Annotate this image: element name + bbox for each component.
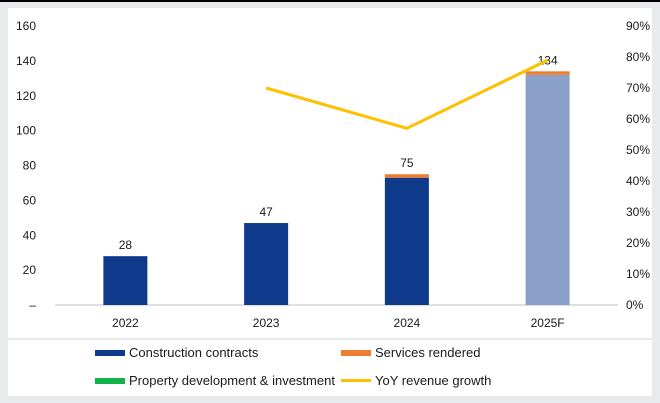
legend-swatch-yoy [341, 379, 371, 382]
y-left-tick-label: – [29, 298, 36, 312]
y-right-tick-label: 20% [626, 236, 650, 250]
y-left-tick-label: 40 [23, 228, 37, 242]
y-left-tick-label: 160 [16, 19, 36, 33]
bar-segment-services [525, 71, 570, 75]
legend-item-yoy: YoY revenue growth [341, 373, 491, 388]
y-right-tick-label: 90% [626, 19, 650, 33]
y-right-tick-label: 60% [626, 112, 650, 126]
legend-item-construction: Construction contracts [95, 345, 258, 360]
legend-background [8, 340, 652, 396]
bar-segment-construction [244, 223, 289, 305]
legend-label-services: Services rendered [375, 345, 481, 360]
y-right-tick-label: 70% [626, 81, 650, 95]
legend-label-yoy: YoY revenue growth [375, 373, 492, 388]
y-right-tick-label: 0% [626, 298, 644, 312]
x-tick-label: 2022 [112, 316, 139, 330]
legend-swatch-construction [95, 349, 125, 356]
y-left-tick-label: 140 [16, 54, 36, 68]
legend-label-construction: Construction contracts [129, 345, 259, 360]
x-tick-label: 2024 [394, 316, 421, 330]
y-right-tick-label: 30% [626, 205, 650, 219]
y-right-tick-label: 10% [626, 267, 650, 281]
legend-label-property: Property development & investment [129, 373, 335, 388]
x-tick-label: 2025F [531, 316, 565, 330]
legend-item-services: Services rendered [341, 345, 481, 360]
bar-segment-construction [525, 74, 570, 305]
y-left-tick-label: 20 [23, 263, 37, 277]
bar-data-label: 47 [259, 205, 273, 219]
yoy-growth-line [265, 58, 549, 130]
bar-segment-construction [384, 177, 429, 305]
legend-swatch-services [341, 349, 371, 356]
y-left-tick-label: 80 [23, 159, 37, 173]
y-right-tick-label: 40% [626, 174, 650, 188]
y-left-tick-label: 120 [16, 89, 36, 103]
bar-segment-services [384, 174, 429, 178]
y-right-tick-label: 50% [626, 143, 650, 157]
bar-segment-construction [103, 256, 148, 305]
legend-swatch-property [95, 377, 125, 384]
bar-data-label: 28 [119, 238, 133, 252]
bar-data-label: 75 [400, 156, 414, 170]
y-left-tick-label: 100 [16, 124, 36, 138]
x-tick-label: 2023 [253, 316, 280, 330]
legend-item-property: Property development & investment [95, 373, 335, 388]
y-right-tick-label: 80% [626, 50, 650, 64]
y-left-tick-label: 60 [23, 193, 37, 207]
bar-data-label: 134 [538, 53, 558, 67]
